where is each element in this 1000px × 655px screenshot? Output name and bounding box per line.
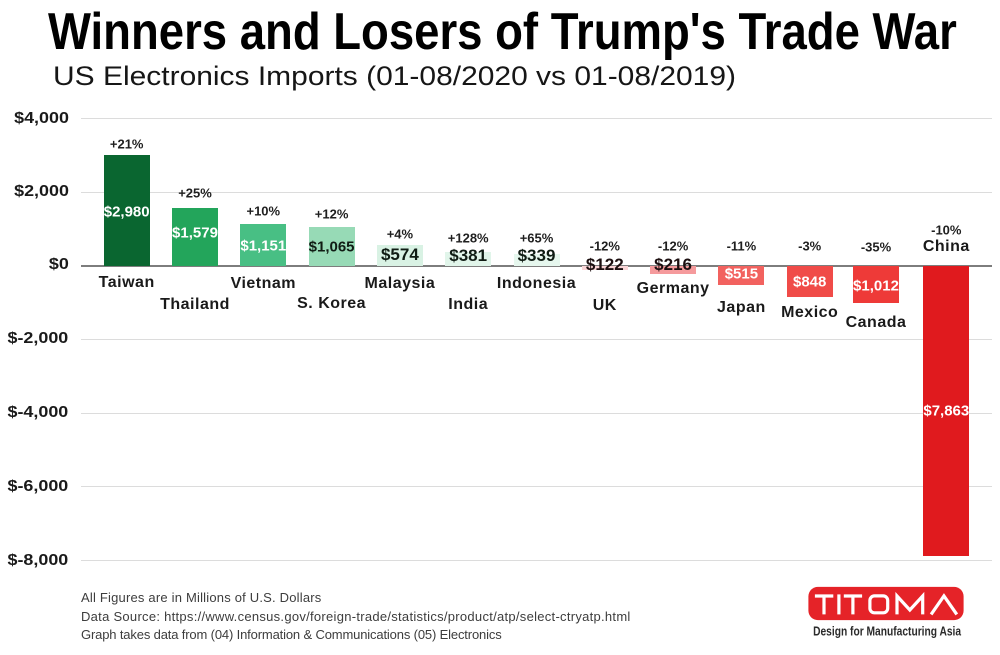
svg-text:Design for Manufacturing Asia: Design for Manufacturing Asia [813,624,962,638]
